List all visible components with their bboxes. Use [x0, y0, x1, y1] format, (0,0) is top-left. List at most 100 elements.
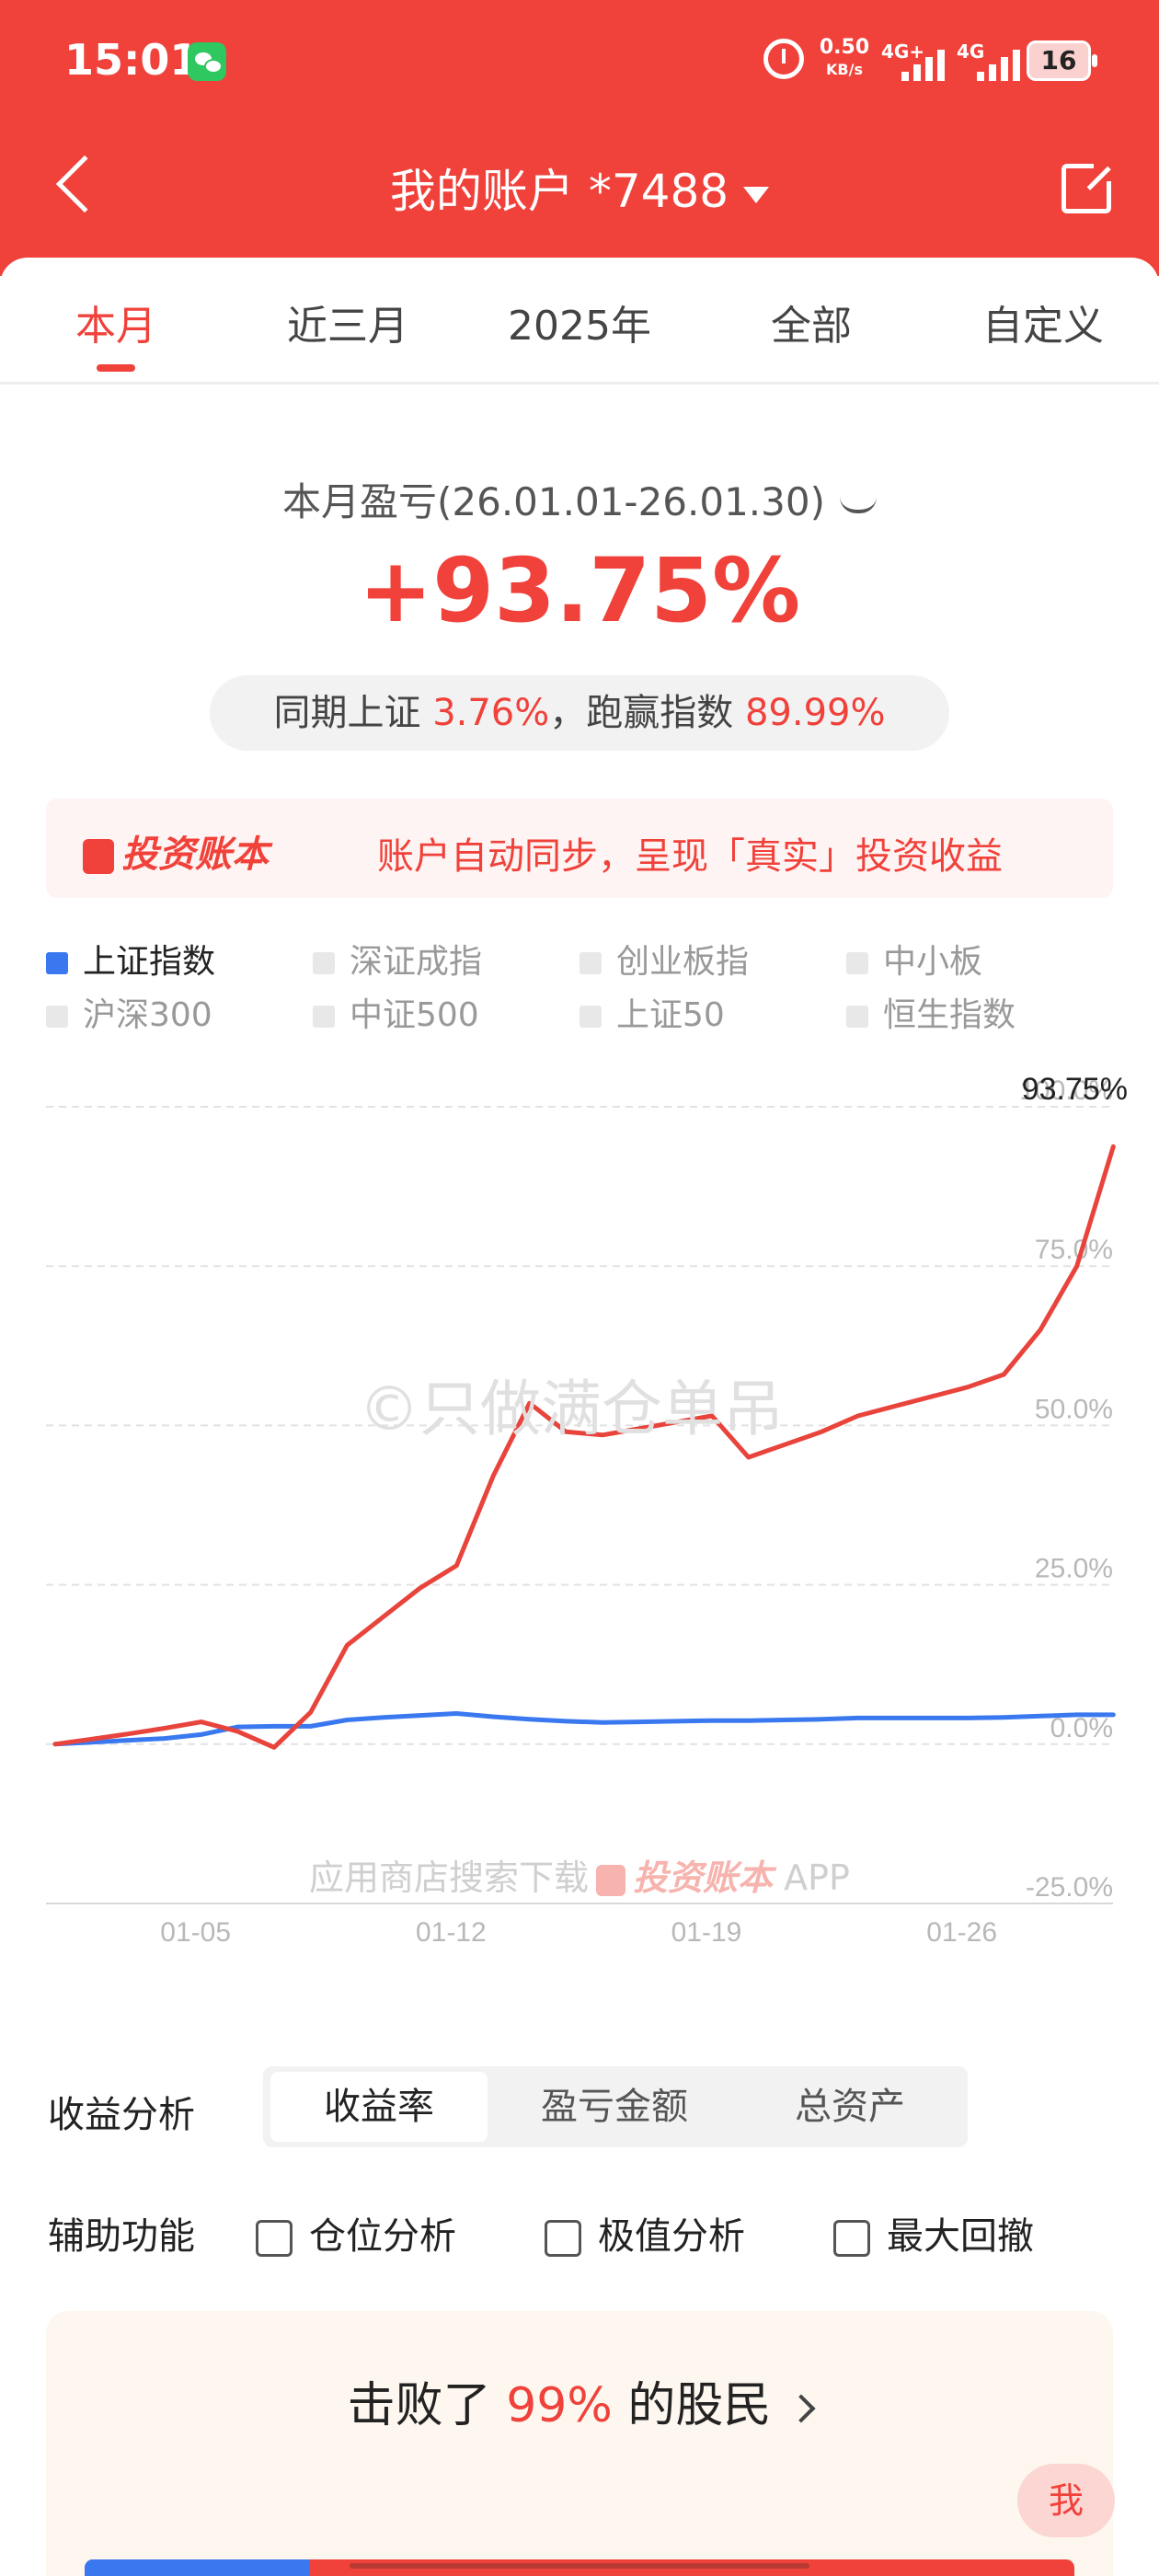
period-label: 本月盈亏(26.01.01-26.01.30) — [0, 471, 1159, 527]
promo-suffix: APP — [784, 1857, 850, 1898]
tab-2025[interactable]: 2025年 — [508, 303, 651, 350]
legend-label: 沪深300 — [83, 996, 212, 1034]
y-tick-label: 100.0% — [1019, 1075, 1113, 1106]
checkbox-position-analysis[interactable]: 仓位分析 — [256, 2206, 456, 2260]
checkbox-max-drawdown[interactable]: 最大回撤 — [833, 2206, 1034, 2260]
y-tick-label: 75.0% — [1035, 1235, 1113, 1265]
wechat-icon — [188, 42, 226, 81]
status-bar: 15:01 0.50 KB/s 4G+ 4G 16 — [0, 0, 1159, 125]
y-tick-label: 0.0% — [1050, 1713, 1113, 1743]
compare-mid: ，跑赢指数 — [549, 692, 734, 734]
legend-label: 创业板指 — [616, 943, 750, 981]
brand-logo: 投资账本 — [83, 824, 269, 878]
banner-text: 账户自动同步，呈现「真实」投资收益 — [377, 835, 1003, 878]
analysis-label: 收益分析 — [48, 2094, 195, 2136]
tab-this-month[interactable]: 本月 — [75, 303, 156, 350]
y-tick-label: -25.0% — [1026, 1872, 1113, 1903]
x-tick-label: 01-26 — [926, 1917, 997, 1948]
legend-label: 中证500 — [350, 996, 479, 1034]
legend-label: 上证指数 — [83, 943, 216, 981]
network-speed-unit: KB/s — [826, 61, 863, 78]
legend-hang-seng[interactable]: 恒生指数 — [846, 988, 1016, 1036]
account-title[interactable]: 我的账户 *7488 — [0, 155, 1159, 221]
brand-name: 投资账本 — [121, 834, 269, 876]
ledger-logo-icon — [596, 1864, 626, 1896]
beat-index-percent: 89.99% — [744, 692, 886, 734]
analysis-segmented-control: 收益率 盈亏金额 总资产 — [263, 2066, 968, 2147]
legend-swatch — [846, 952, 868, 974]
legend-label: 恒生指数 — [883, 996, 1016, 1034]
legend-chinext[interactable]: 创业板指 — [580, 935, 749, 983]
index-return: 3.76% — [432, 692, 550, 734]
me-button[interactable]: 我 — [1017, 2464, 1115, 2537]
x-tick-label: 01-12 — [416, 1917, 487, 1948]
chevron-right-icon — [786, 2394, 816, 2423]
beat-percent: 99% — [506, 2378, 613, 2433]
legend-swatch — [46, 1006, 68, 1028]
legend-swatch — [313, 1006, 335, 1028]
beat-prefix: 击败了 — [347, 2378, 491, 2433]
share-icon[interactable] — [1061, 161, 1114, 213]
header-background: 15:01 0.50 KB/s 4G+ 4G 16 我的账户 *7488 — [0, 0, 1159, 276]
watermark: ©只做满仓单吊 — [359, 1374, 784, 1444]
tab-all[interactable]: 全部 — [771, 303, 852, 350]
promo-brand: 投资账本 — [633, 1857, 774, 1898]
segment-return-rate[interactable]: 收益率 — [270, 2072, 488, 2142]
legend-label: 上证50 — [616, 996, 725, 1034]
tab-three-months[interactable]: 近三月 — [287, 303, 408, 350]
sync-banner[interactable]: 投资账本 账户自动同步，呈现「真实」投资收益 — [46, 799, 1113, 898]
checkbox-icon[interactable] — [256, 2220, 293, 2257]
network-speed: 0.50 KB/s — [817, 37, 872, 81]
battery-icon: 16 — [1027, 40, 1097, 81]
checkbox-label: 仓位分析 — [309, 2215, 456, 2258]
app-promo: 应用商店搜索下载 投资账本 APP — [0, 1849, 1159, 1900]
y-tick-label: 25.0% — [1035, 1554, 1113, 1584]
legend-swatch — [46, 952, 68, 974]
checkbox-label: 极值分析 — [598, 2215, 745, 2258]
beat-card[interactable] — [46, 2311, 1113, 2576]
checkbox-extreme-analysis[interactable]: 极值分析 — [545, 2206, 745, 2260]
y-tick-label: 50.0% — [1035, 1394, 1113, 1424]
x-tick-label: 01-05 — [160, 1917, 231, 1948]
period-tabs: 本月 近三月 2025年 全部 自定义 — [0, 276, 1159, 385]
signal-icon-1: 4G+ — [881, 40, 955, 81]
checkbox-icon[interactable] — [545, 2220, 581, 2257]
tab-custom[interactable]: 自定义 — [982, 303, 1104, 350]
account-return-line — [52, 1144, 1116, 1750]
compare-prefix: 同期上证 — [273, 692, 421, 734]
alarm-icon — [763, 39, 804, 79]
active-tab-indicator — [97, 364, 135, 372]
legend-sme-board[interactable]: 中小板 — [846, 935, 982, 983]
signal-1-label: 4G+ — [881, 40, 925, 63]
legend-csi500[interactable]: 中证500 — [313, 988, 479, 1036]
eye-closed-icon[interactable] — [840, 497, 877, 513]
legend-swatch — [580, 952, 602, 974]
legend-swatch — [313, 952, 335, 974]
signal-2-label: 4G — [957, 40, 985, 63]
legend-csi300[interactable]: 沪深300 — [46, 988, 212, 1036]
content-sheet — [0, 258, 1159, 2576]
comparison-bar-blue — [85, 2559, 309, 2576]
legend-swatch — [580, 1006, 602, 1028]
legend-shenzhen-component[interactable]: 深证成指 — [313, 935, 482, 983]
legend-shanghai-index[interactable]: 上证指数 — [46, 935, 215, 983]
index-compare: 同期上证 3.76%，跑赢指数 89.99% — [210, 675, 949, 751]
shanghai-index-line — [52, 1711, 1116, 1747]
x-tick-label: 01-19 — [671, 1917, 742, 1948]
legend-sse50[interactable]: 上证50 — [580, 988, 725, 1036]
checkbox-icon[interactable] — [833, 2220, 870, 2257]
chart-end-label: 93.75% — [1022, 1072, 1128, 1107]
beat-suffix: 的股民 — [627, 2378, 772, 2433]
segment-pnl-amount[interactable]: 盈亏金额 — [541, 2086, 688, 2128]
account-title-text: 我的账户 *7488 — [389, 165, 729, 218]
legend-swatch — [846, 1006, 868, 1028]
legend-label: 深证成指 — [350, 943, 483, 981]
segment-total-assets[interactable]: 总资产 — [795, 2086, 905, 2128]
signal-icon-2: 4G — [957, 40, 1030, 81]
period-label-text: 本月盈亏(26.01.01-26.01.30) — [282, 479, 825, 524]
return-chart: 100.0% 75.0% 50.0% 25.0% 0.0% -25.0% 01-05 01-… — [46, 1072, 1128, 1948]
checkbox-label: 最大回撤 — [887, 2215, 1034, 2258]
status-time: 15:01 — [64, 35, 200, 85]
legend-label: 中小板 — [883, 943, 983, 981]
beat-investors-text[interactable]: 击败了 99% 的股民 — [0, 2366, 1159, 2435]
